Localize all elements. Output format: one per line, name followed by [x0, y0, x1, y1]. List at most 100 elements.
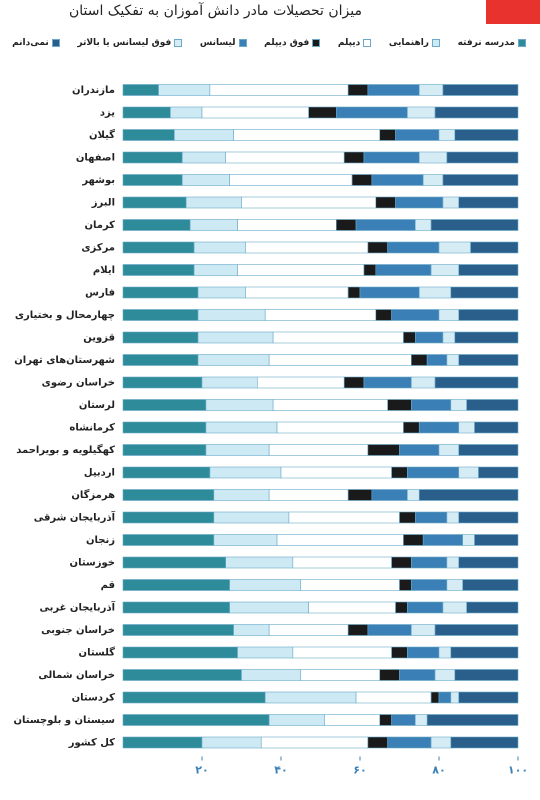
bar-segment — [308, 601, 396, 614]
bar-segment — [395, 129, 440, 141]
bar-segment — [300, 579, 400, 591]
bar-segment — [446, 354, 460, 366]
bar-segment — [450, 736, 519, 749]
category-label: یزد — [100, 108, 115, 119]
bar-segment — [446, 511, 460, 524]
bar-segment — [122, 309, 199, 321]
legend-item: فوق لیسانس یا بالاتر — [77, 38, 183, 48]
legend-item: فوق دیپلم — [264, 38, 321, 48]
bar-segment — [335, 106, 408, 119]
bar-segment — [387, 241, 440, 254]
bar-segment — [450, 646, 519, 659]
bar-segment — [458, 691, 519, 704]
bar-segment — [391, 556, 412, 569]
bar-segment — [197, 309, 266, 321]
bar-segment — [272, 399, 388, 411]
category-label: آذربایجان غربی — [40, 601, 116, 614]
bar-segment — [450, 286, 519, 299]
bar-segment — [122, 331, 199, 344]
bar-segment — [379, 129, 396, 141]
bar-segment — [201, 736, 262, 749]
bar-segment — [450, 399, 467, 411]
category-label: چهارمحال و بختیاری — [15, 310, 115, 321]
bar-segment — [458, 309, 519, 321]
bar-segment — [414, 714, 428, 726]
category-label: کردستان — [72, 693, 116, 704]
bar-segment — [418, 421, 460, 434]
x-tick-label: ۶۰ — [353, 764, 366, 777]
bar-segment — [193, 264, 238, 276]
bar-segment — [458, 556, 519, 569]
bar-segment — [442, 331, 456, 344]
bar-segment — [462, 534, 475, 546]
category-label: هرمزگان — [71, 488, 115, 501]
bar-segment — [418, 286, 452, 299]
category-label: اردبیل — [84, 468, 115, 479]
legend-item: دیپلم — [338, 38, 372, 48]
bar-segment — [426, 714, 519, 726]
category-label: کهگیلویه و بویراحمد — [16, 443, 115, 456]
bar-segment — [209, 466, 282, 479]
bar-segment — [181, 174, 230, 186]
bar-segment — [375, 309, 392, 321]
category-label: خراسان رضوی — [42, 378, 115, 389]
bar-segment — [205, 399, 274, 411]
bar-segment — [213, 511, 290, 524]
bar-segment — [213, 534, 278, 546]
legend-swatch — [238, 39, 247, 47]
bar-segment — [292, 556, 392, 569]
bar-segment — [122, 219, 191, 231]
bar-segment — [201, 376, 258, 389]
category-label: کل کشور — [68, 738, 115, 749]
bar-segment — [268, 624, 349, 636]
bar-segment — [201, 106, 309, 119]
bar-segment — [288, 511, 400, 524]
bar-segment — [237, 264, 365, 276]
chart-title: میزان تحصیلات مادر دانش آموزان به تفکیک … — [68, 3, 362, 19]
bar-segment — [438, 309, 460, 321]
bar-segment — [478, 466, 519, 479]
bar-segment — [395, 601, 408, 614]
category-label: فارس — [85, 288, 115, 299]
bar-segment — [442, 601, 467, 614]
bar-segment — [300, 669, 381, 681]
bar-segment — [391, 466, 408, 479]
category-label: گلستان — [79, 646, 116, 659]
legend-label: مدرسه نرفته — [457, 38, 515, 48]
bar-segment — [122, 556, 226, 569]
bar-segment — [122, 511, 215, 524]
bar-segment — [347, 624, 369, 636]
bar-segment — [458, 196, 519, 209]
bar-segment — [426, 354, 448, 366]
bar-segment — [422, 174, 444, 186]
bar-segment — [122, 669, 242, 681]
category-label: مازندران — [72, 85, 115, 96]
bar-segment — [407, 106, 436, 119]
bar-segment — [375, 196, 396, 209]
legend-item: نمی‌دانم — [12, 38, 60, 48]
legend: مدرسه نرفته راهنمایی دیپلم فوق دیپلم لیسانس ف… — [12, 38, 526, 48]
bar-segment — [122, 84, 159, 96]
legend-item: مدرسه نرفته — [458, 38, 526, 48]
bar-segment — [363, 376, 412, 389]
bar-segment — [181, 151, 227, 164]
bar-segment — [367, 444, 400, 456]
bar-segment — [268, 489, 349, 501]
bar-segment — [237, 646, 294, 659]
bar-segment — [458, 444, 519, 456]
bar-segment — [379, 669, 400, 681]
bar-segment — [355, 219, 416, 231]
bar-segment — [411, 579, 448, 591]
category-label: آذربایجان شرقی — [34, 511, 116, 524]
bar-segment — [387, 736, 432, 749]
bar-segment — [245, 286, 349, 299]
bar-segment — [335, 219, 357, 231]
bar-segment — [418, 84, 444, 96]
bar-segment — [225, 151, 345, 164]
category-label: گیلان — [89, 128, 115, 141]
bar-segment — [122, 691, 266, 704]
bar-segment — [343, 151, 365, 164]
bar-segment — [470, 241, 519, 254]
category-label: کرمان — [84, 220, 115, 231]
